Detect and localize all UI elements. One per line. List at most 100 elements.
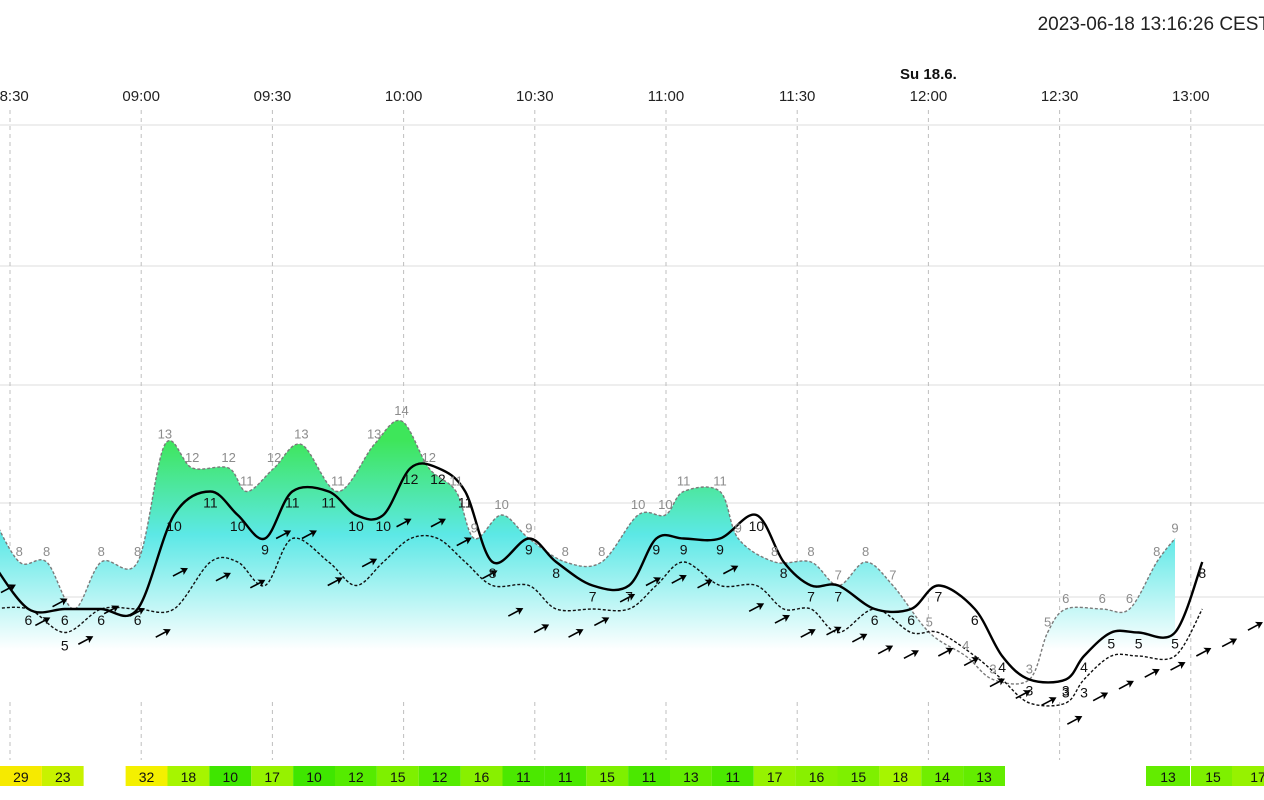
timestamp: 2023-06-18 13:16:26 CEST (1037, 14, 1264, 35)
strip-cell (125, 766, 168, 786)
x-tick-label: 12:30 (1041, 88, 1079, 105)
wind-arrow-icon (0, 584, 16, 594)
gust-label: 11 (331, 474, 345, 489)
wind-arrow-icon (671, 574, 687, 584)
wind-arrow-icon (619, 593, 636, 603)
strip-cell (376, 766, 419, 786)
gust-label: 7 (835, 568, 842, 583)
avg-label: 7 (589, 589, 597, 605)
wind-arrow-icon (361, 558, 378, 568)
wind-arrow-icon (77, 636, 94, 645)
avg-label: 10 (749, 518, 765, 534)
avg-label: 7 (625, 589, 633, 605)
wind-arrow-icon (1195, 647, 1212, 657)
wind-arrow-icon (103, 605, 120, 615)
gust-label: 11 (449, 474, 463, 489)
gust-label: 6 (1062, 591, 1069, 606)
x-tick-label: 08:30 (0, 88, 29, 105)
strip-value: 23 (55, 769, 71, 785)
x-tick-label: 11:30 (779, 88, 815, 105)
strip-value: 11 (726, 769, 741, 785)
gust-label: 9 (1171, 521, 1178, 536)
wind-arrow-icon (851, 633, 868, 643)
gust-label: 8 (862, 544, 869, 559)
wind-arrow-icon (1041, 697, 1057, 707)
wind-arrow-icon (327, 577, 343, 587)
wind-arrow-icon (155, 628, 171, 638)
wind-arrow-icon (963, 657, 980, 667)
avg-label: 10 (230, 518, 246, 534)
avg-label: 3 (1062, 683, 1070, 699)
gust-label: 8 (598, 544, 605, 559)
avg-label: 9 (652, 542, 660, 558)
strip-value: 10 (306, 769, 322, 785)
strip-value: 13 (976, 769, 992, 785)
wind-arrow-icon (456, 537, 472, 547)
wind-arrow-icon (645, 577, 661, 587)
avg-label: 11 (458, 495, 473, 511)
avg-label: 12 (430, 471, 446, 487)
avg-label: 6 (61, 612, 69, 628)
strip-value: 15 (851, 769, 867, 785)
wind-arrow-icon (989, 678, 1005, 688)
strip-cell (0, 766, 42, 786)
strip-value: 14 (934, 769, 950, 785)
wind-arrow-icon (533, 624, 550, 634)
gust-label: 8 (98, 544, 105, 559)
wind-arrow-icon (1092, 692, 1109, 702)
wind-arrow-icon (430, 518, 446, 528)
wind-arrow-icon (697, 579, 713, 589)
strip-value: 11 (642, 769, 657, 785)
avg-label: 4 (998, 659, 1006, 675)
avg-label: 6 (971, 612, 979, 628)
gust-label: 8 (562, 544, 569, 559)
min-labels: 53 3 (61, 638, 1088, 701)
avg-label: 9 (716, 542, 724, 558)
avg-label: 11 (203, 495, 218, 511)
gust-label: 13 (158, 427, 172, 442)
x-tick-label: 09:30 (254, 88, 292, 105)
gust-label: 12 (422, 450, 436, 465)
strip-cell (209, 766, 252, 786)
strip-cell (963, 766, 1005, 786)
avg-label: 8 (489, 565, 497, 581)
wind-arrow-icon (482, 570, 498, 580)
gust-label: 13 (294, 427, 308, 442)
wind-arrow-icon (507, 607, 524, 617)
avg-label: 8 (552, 565, 560, 581)
wind-arrow-icon (34, 617, 51, 627)
strip-value: 16 (809, 769, 825, 785)
avg-label: 9 (261, 542, 269, 558)
avg-label: 6 (97, 612, 105, 628)
strip-value: 12 (432, 769, 448, 785)
gust-label: 12 (221, 450, 235, 465)
gust-label: 4 (962, 638, 969, 653)
strip-cell (460, 766, 503, 786)
strip-value: 17 (767, 769, 783, 785)
strip-value: 15 (390, 769, 406, 785)
strip-cell (1191, 766, 1235, 786)
strip-value: 18 (181, 769, 197, 785)
gust-label: 5 (1044, 615, 1051, 630)
wind-arrow-icon (1170, 661, 1186, 671)
wind-arrow-icon (877, 645, 894, 655)
strip-cell (795, 766, 838, 786)
wind-arrow-icon (249, 579, 266, 589)
avg-label: 6 (25, 612, 33, 628)
strip-cell (753, 766, 796, 786)
strip-value: 17 (264, 769, 280, 785)
strip-value: 15 (599, 769, 615, 785)
strip-cell (1232, 766, 1264, 786)
strip-value: 11 (516, 769, 531, 785)
x-tick-label: 13:00 (1172, 88, 1210, 105)
strip-cell (586, 766, 629, 786)
strip-cell (711, 766, 754, 786)
strip-value: 29 (13, 769, 29, 785)
gust-series-line (0, 419, 1176, 685)
avg-label: 8 (1198, 565, 1206, 581)
strip-value: 15 (1205, 769, 1221, 785)
strip-value: 11 (558, 769, 573, 785)
gust-label: 11 (240, 474, 254, 489)
